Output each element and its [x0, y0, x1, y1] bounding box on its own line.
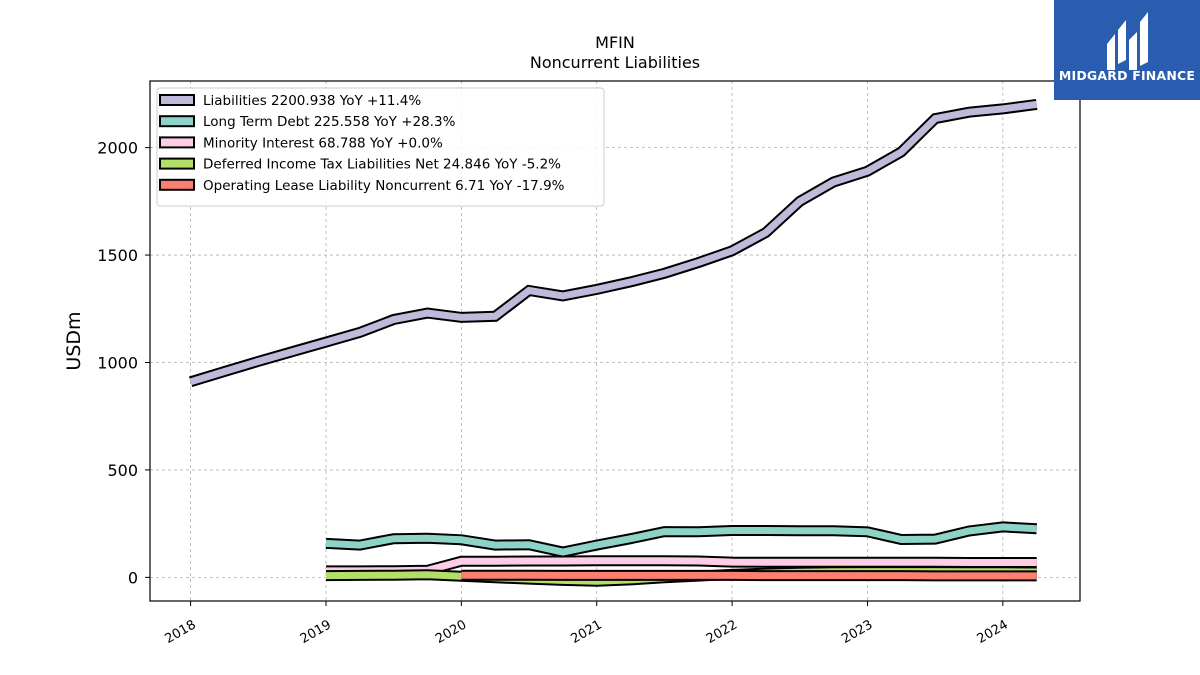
legend: Liabilities 2200.938 YoY +11.4% Long Term… [156, 87, 605, 207]
legend-label-operating-lease-liability-noncurrent: Operating Lease Liability Noncurrent 6.7… [203, 178, 565, 194]
legend-label-liabilities: Liabilities 2200.938 YoY +11.4% [203, 93, 421, 109]
y-tick-label: 0 [128, 568, 138, 587]
series-line-minority-interest [326, 557, 1037, 575]
y-tick-label: 500 [107, 461, 138, 480]
series-line-operating-lease-liability-noncurrent [461, 571, 1037, 580]
legend-swatch-deferred-income-tax-liabilities-net [159, 157, 195, 170]
logo-mark-icon [1107, 12, 1148, 70]
y-axis-label: USDm [63, 311, 85, 370]
chart-title: MFIN [595, 33, 635, 52]
logo-name: MIDGARD FINANCE [1059, 68, 1195, 83]
series-layer [189, 98, 1038, 587]
plot-frame [149, 80, 1081, 602]
legend-label-long-term-debt: Long Term Debt 225.558 YoY +28.3% [203, 114, 456, 130]
y-tick-label: 1000 [97, 353, 138, 372]
logo: MIDGARD FINANCE [1054, 0, 1200, 100]
logo-background [1054, 0, 1200, 100]
series-line-liabilities [189, 100, 1038, 386]
y-tick-label: 2000 [97, 139, 138, 158]
legend-label-deferred-income-tax-liabilities-net: Deferred Income Tax Liabilities Net 24.8… [203, 157, 561, 173]
legend-swatch-operating-lease-liability-noncurrent [159, 178, 195, 191]
legend-swatch-minority-interest [159, 136, 195, 149]
series-line-long-term-debt [325, 523, 1037, 556]
legend-swatch-liabilities [159, 94, 195, 106]
legend-swatch-long-term-debt [159, 115, 195, 128]
legend-label-minority-interest: Minority Interest 68.788 YoY +0.0% [203, 135, 443, 151]
chart-subtitle: Noncurrent Liabilities [530, 53, 700, 72]
y-tick-label: 1500 [97, 246, 138, 265]
legend-box [156, 87, 605, 207]
